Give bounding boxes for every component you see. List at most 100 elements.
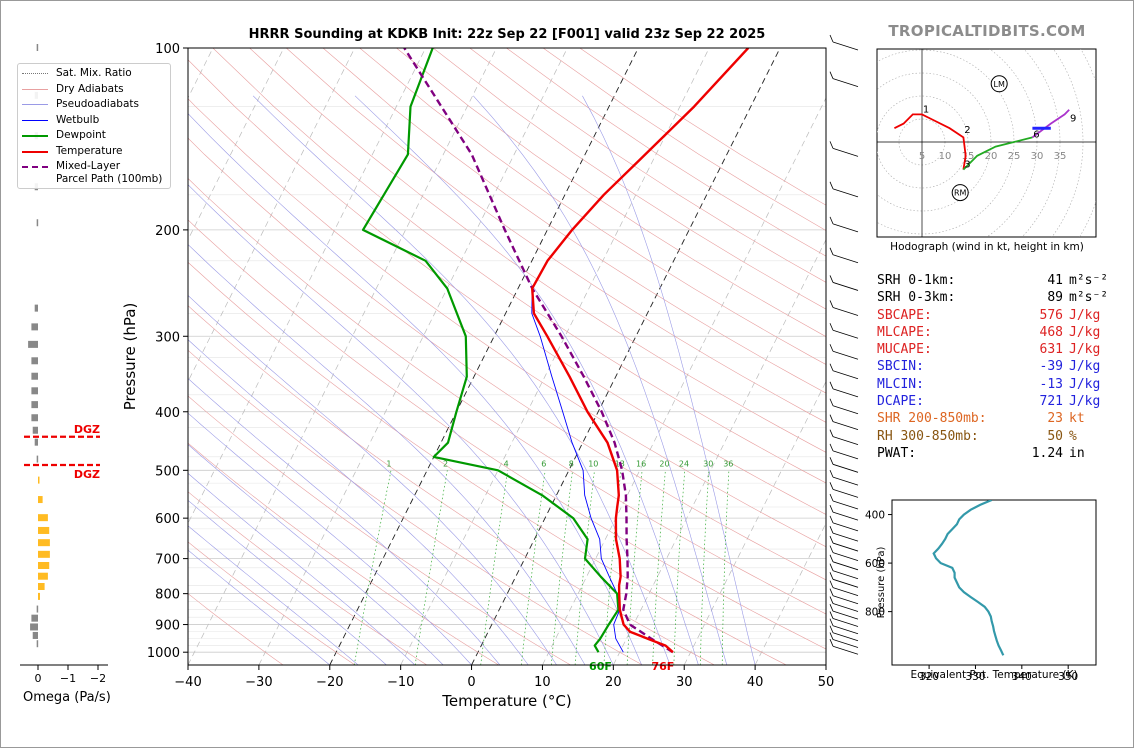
chart-title: HRRR Sounding at KDKB Init: 22z Sep 22 […: [248, 27, 766, 42]
x-tick-label: 20: [605, 675, 622, 690]
pseudoadiabat: [188, 499, 387, 665]
mixing-ratio-line: [721, 470, 730, 665]
theta-e-clip-group: [932, 500, 1005, 656]
wind-barb: [832, 370, 859, 380]
omega-bar: [31, 401, 38, 409]
dgz-label: DGZ: [74, 423, 100, 436]
wind-barb: [832, 570, 859, 580]
parcel-path-line: [403, 48, 674, 654]
omega-xlabel: Omega (Pa/s): [23, 690, 111, 705]
omega-bar: [31, 323, 38, 331]
wind-barb-flag: [829, 363, 834, 371]
dry-adiabat: [432, 48, 826, 310]
dry-adiabat: [188, 349, 643, 665]
index-row: DCAPE: 721 J/kg: [877, 393, 1108, 410]
wind-barb: [832, 436, 859, 446]
wind-barb-flag: [829, 535, 834, 544]
wind-barb: [832, 618, 859, 627]
lm-label: LM: [994, 80, 1005, 89]
wind-barb-flag: [829, 632, 834, 640]
isotherm: [754, 522, 826, 665]
hodograph-trace-3-6km: [962, 136, 1033, 171]
wind-barb-flag: [829, 457, 834, 465]
pseudoadiabat: [188, 412, 472, 665]
index-unit: %: [1069, 428, 1077, 444]
pseudoadiabat: [188, 525, 359, 665]
wind-barb: [832, 595, 859, 605]
omega-plot: 0 −1 −2 DGZ DGZ: [20, 44, 108, 685]
omega-bar: [28, 340, 38, 348]
isotherm: [683, 380, 826, 665]
wind-barb-flag: [829, 604, 834, 612]
omega-bar: [38, 572, 48, 580]
wind-barb-flag: [829, 71, 834, 79]
dry-adiabat: [188, 178, 826, 615]
index-row: RH 300-850mb: 50%: [877, 428, 1108, 445]
hodograph-ring-label: 30: [1031, 151, 1044, 162]
mixing-ratio-label: 2: [443, 460, 448, 469]
mixing-ratio-label: 30: [703, 460, 713, 469]
y-tick-label: 100: [155, 42, 180, 57]
x-tick-label: 30: [676, 675, 693, 690]
indices-table: SRH 0-1km: 41 m²s⁻² SRH 0-3km: 89 m²s⁻² SBCAPE…: [877, 272, 1108, 462]
omega-bar: [38, 496, 43, 504]
index-unit: J/kg: [1069, 376, 1101, 392]
legend-swatch: [22, 119, 48, 121]
y-tick-label: 500: [155, 464, 180, 479]
pseudoadiabat: [188, 472, 416, 665]
wind-barb: [832, 307, 859, 316]
index-label: DCAPE:: [877, 394, 924, 410]
hodograph-height-label: 1: [923, 104, 929, 115]
mixing-ratio-label: 24: [679, 460, 689, 469]
wind-barb: [832, 282, 859, 291]
mixing-ratio-line: [673, 470, 686, 665]
index-row: MLCAPE: 468 J/kg: [877, 324, 1108, 341]
wind-barb-flag: [829, 493, 834, 502]
wind-barb: [832, 500, 859, 510]
wind-barb: [832, 223, 859, 233]
index-label: SBCAPE:: [877, 307, 932, 323]
theta-e-y-tick-label: 800: [865, 607, 885, 619]
wind-barb: [832, 405, 859, 415]
mixing-ratio-label: 36: [723, 460, 733, 469]
wind-barb-flag: [829, 216, 834, 225]
index-label: SRH 0-1km:: [877, 273, 956, 288]
x-tick-label: −20: [316, 675, 343, 690]
wind-barb-flag: [829, 34, 834, 43]
index-row: MLCIN: -13 J/kg: [877, 376, 1108, 393]
wind-barb-flag: [829, 247, 834, 255]
index-label: SBCIN:: [877, 359, 924, 375]
y-tick-label: 700: [155, 553, 180, 568]
index-label: MLCAPE:: [877, 324, 932, 340]
theta-e-x-label: Equivalent Pot. Temperature (K): [910, 669, 1077, 681]
dry-adiabat: [188, 137, 826, 581]
mixing-ratio-label: 10: [588, 460, 598, 469]
pseudoadiabat: [188, 378, 501, 665]
mixing-ratio-line: [521, 470, 546, 665]
index-row: SBCIN: -39 J/kg: [877, 358, 1108, 375]
wind-barb-flag: [829, 275, 834, 283]
index-unit: J/kg: [1069, 359, 1101, 375]
isotherm: [471, 48, 781, 665]
mixing-ratio-line: [603, 470, 622, 665]
omega-bar: [32, 631, 38, 639]
index-value: 468: [1039, 324, 1063, 340]
legend-swatch: [22, 88, 48, 90]
legend-label: Temperature: [56, 144, 123, 157]
legend-label: Sat. Mix. Ratio: [56, 67, 132, 79]
wind-barb: [832, 463, 859, 473]
omega-bar: [38, 561, 50, 569]
omega-bar: [36, 219, 39, 227]
pseudoadiabat: [582, 95, 756, 665]
y-axis-label: Pressure (hPa): [121, 303, 139, 411]
pseudoadiabat: [188, 549, 330, 665]
isotherm: [329, 48, 639, 665]
omega-tick-label: −2: [90, 672, 106, 685]
legend-swatch: [22, 166, 48, 168]
index-unit: J/kg: [1069, 307, 1101, 323]
y-tick-label: 200: [155, 224, 180, 239]
index-value: 41: [1047, 273, 1063, 288]
theta-e-frame: [891, 499, 1097, 666]
hodograph-ring-label: 5: [919, 151, 925, 162]
